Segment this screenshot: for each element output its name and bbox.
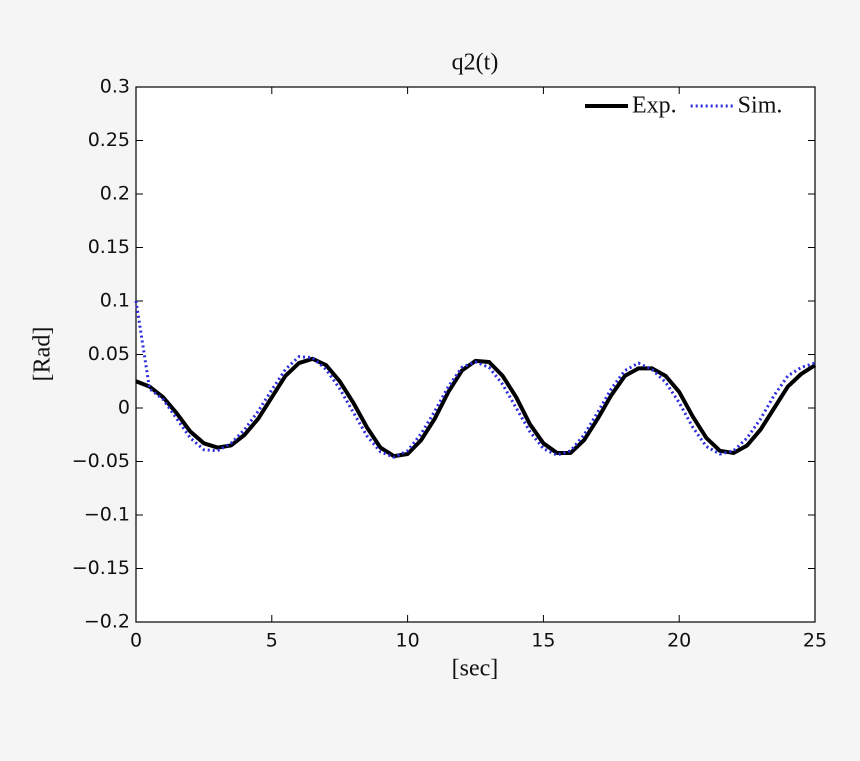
y-tick-label: 0.05 <box>88 343 130 365</box>
plot-area <box>135 86 816 623</box>
y-tick-label: 0 <box>118 397 130 419</box>
x-tick-label: 25 <box>803 630 827 652</box>
x-tick-label: 5 <box>266 630 278 652</box>
chart-title: q2(t) <box>452 50 499 76</box>
y-tick-label: 0.3 <box>100 76 130 98</box>
y-tick-label: −0.05 <box>72 450 130 472</box>
y-tick-label: −0.15 <box>72 557 130 579</box>
x-tick-label: 20 <box>667 630 691 652</box>
y-tick-label: −0.1 <box>84 504 130 526</box>
x-tick-label: 15 <box>531 630 555 652</box>
legend-label: Sim. <box>738 93 783 119</box>
y-axis-label: [Rad] <box>30 327 56 382</box>
x-tick-label: 0 <box>130 630 142 652</box>
y-tick-label: 0.15 <box>88 236 130 258</box>
series-line <box>134 300 816 459</box>
legend-label: Exp. <box>632 93 677 119</box>
x-axis-label: [sec] <box>452 656 499 682</box>
x-tick-label: 10 <box>396 630 420 652</box>
y-tick-label: 0.2 <box>100 183 130 205</box>
y-tick-label: −0.2 <box>84 611 130 633</box>
y-tick-label: 0.25 <box>88 129 130 151</box>
y-tick-label: 0.1 <box>100 290 130 312</box>
